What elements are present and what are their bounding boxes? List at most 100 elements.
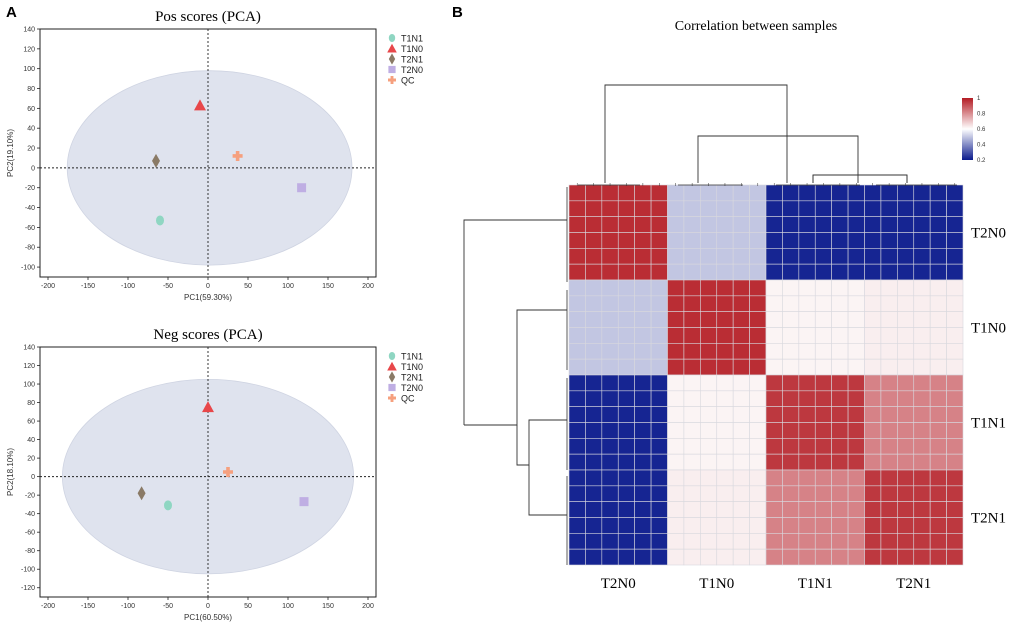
heatmap-cell [683,485,701,502]
heatmap-cell [617,232,635,249]
heatmap-cell [601,263,619,281]
row-label: T1N0 [971,321,1006,337]
row-dendrogram-branch [464,309,567,426]
heatmap-cell [864,533,882,550]
heatmap-cell [798,216,816,233]
heatmap-cell [814,374,832,392]
heatmap-cell [634,374,652,392]
heatmap-cell [732,422,750,439]
heatmap-cell [683,248,701,265]
heatmap-cell [650,374,668,392]
heatmap-cell [880,311,898,328]
heatmap-cell [749,406,767,423]
legend-label: QC [401,394,415,404]
heatmap-cell [683,295,701,312]
heatmap-cell [617,311,635,328]
heatmap-cell [880,327,898,344]
heatmap-cell [765,485,783,502]
heatmap-cell [650,311,668,328]
heatmap-cell [667,200,685,217]
heatmap-cell [831,248,849,265]
heatmap-cell [913,200,931,217]
heatmap-cell [568,406,586,423]
heatmap-cell [831,295,849,312]
heatmap-cell [946,390,964,407]
row-dendrogram-branch [516,419,567,466]
heatmap-cell [700,485,718,502]
heatmap-cell [601,327,619,344]
heatmap-cell [946,438,964,455]
heatmap-cell [897,184,915,202]
heatmap-cell [617,422,635,439]
heatmap-cell [683,438,701,455]
heatmap-cell [798,374,816,392]
heatmap-cell [700,327,718,344]
heatmap-cell [585,438,603,455]
pca-pos-chart: Pos scores (PCA)-200 -150 -100 -50 0 50 100 150… [6,9,423,302]
heatmap-cell [831,548,849,566]
heatmap-cell [601,469,619,487]
heatmap-cell [897,358,915,376]
point-t1n1 [164,500,172,511]
heatmap-cell [929,533,947,550]
heatmap-cell [683,358,701,376]
heatmap-cell [617,485,635,502]
heatmap-cell [667,533,685,550]
heatmap-cell [585,406,603,423]
heatmap-cell [700,548,718,566]
heatmap-cell [814,232,832,249]
heatmap-cell [568,485,586,502]
legend-marker-t1n0 [387,361,397,371]
heatmap-cell [683,517,701,534]
heatmap-cell [732,548,750,566]
heatmap-cell [650,358,668,376]
heatmap-cell [880,485,898,502]
heatmap-cell [683,200,701,217]
heatmap-cell [585,358,603,376]
heatmap-cell [617,406,635,423]
heatmap-cell [700,422,718,439]
heatmap-cell [864,263,882,281]
heatmap-cell [946,216,964,233]
heatmap-cell [782,548,800,566]
heatmap-cell [946,200,964,217]
heatmap-cell [946,184,964,202]
heatmap-cell [585,485,603,502]
heatmap-cell [716,311,734,328]
heatmap-cell [585,200,603,217]
heatmap-cell [831,517,849,534]
heatmap-cell [897,548,915,566]
heatmap-cell [864,311,882,328]
heatmap-cell [716,390,734,407]
x-tick-label: 200 [362,603,374,610]
legend-marker-t2n0 [388,65,396,74]
chart-title: Neg scores (PCA) [153,327,262,343]
heatmap-cell [601,517,619,534]
heatmap-cell [700,248,718,265]
heatmap-cell [913,485,931,502]
heatmap-cell [913,295,931,312]
heatmap-cell [880,548,898,566]
x-tick-label: -50 [163,603,173,610]
heatmap-cell [568,438,586,455]
heatmap-cell [667,453,685,471]
legend-marker-qc [388,394,397,403]
y-tick-label: 100 [23,66,35,73]
heatmap-cell [634,390,652,407]
heatmap-cell [946,279,964,297]
heatmap-cell [732,453,750,471]
heatmap-cell [716,200,734,217]
heatmap-cell [650,548,668,566]
heatmap-cell [847,548,865,566]
heatmap-cell [683,232,701,249]
heatmap-cell [929,422,947,439]
heatmap-cell [732,469,750,487]
correlation-heatmap: Correlation between samples T2N0 T2N0 T1N0 T… [463,19,1006,592]
heatmap-cell [601,485,619,502]
heatmap-cell [847,501,865,518]
heatmap-cell [946,469,964,487]
heatmap-cell [749,485,767,502]
heatmap-cell [732,485,750,502]
heatmap-cell [782,232,800,249]
y-tick-label: 40 [27,437,35,444]
